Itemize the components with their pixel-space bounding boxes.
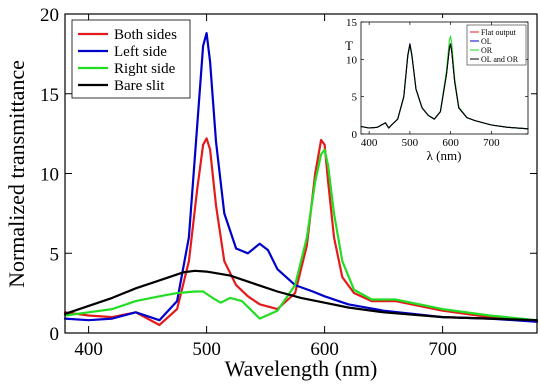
main-x-axis-label: Wavelength (nm) xyxy=(225,356,378,381)
inset-y-tick-label: 0 xyxy=(352,129,358,141)
main-legend: Both sides Left side Right side Bare sli… xyxy=(71,19,191,99)
inset-legend-label-flat-output: Flat output xyxy=(481,28,517,37)
legend-label-bare-slit: Bare slit xyxy=(114,78,165,94)
legend-label-right-side: Right side xyxy=(114,61,176,77)
inset-legend-label-ol: OL xyxy=(481,37,492,46)
inset-x-tick-label: 400 xyxy=(361,137,378,149)
inset-series-group xyxy=(360,35,529,130)
inset-x-tick-label: 600 xyxy=(442,137,459,149)
main-series-line-right-side xyxy=(63,148,539,322)
inset-legend-label-or: OR xyxy=(481,46,493,55)
main-y-tick-label: 20 xyxy=(40,5,59,26)
main-series-line-bare-slit xyxy=(63,269,539,322)
main-series-group xyxy=(63,32,539,327)
main-chart: 400 500 600 700 0 5 10 15 20 Wavelength (nm) Nor… xyxy=(4,5,539,381)
main-x-tick-label: 600 xyxy=(310,339,339,360)
main-series-line-both-sides xyxy=(63,137,539,327)
legend-label-both-sides: Both sides xyxy=(114,27,177,43)
inset-series-line-ol-and-or xyxy=(360,43,529,130)
inset-chart: 400 500 600 700 0 5 10 15 λ (nm) T Flat output … xyxy=(345,17,531,163)
main-x-tick-label: 400 xyxy=(74,339,103,360)
inset-y-tick-label: 10 xyxy=(346,54,358,66)
inset-x-axis-label: λ (nm) xyxy=(427,148,462,163)
main-x-tick-label: 700 xyxy=(428,339,457,360)
inset-legend: Flat output OL OR OL and OR xyxy=(466,24,527,66)
inset-y-tick-label: 15 xyxy=(346,17,358,29)
main-ticks-group: 400 500 600 700 0 5 10 15 20 xyxy=(40,5,537,360)
main-y-tick-label: 0 xyxy=(50,324,60,345)
main-y-axis-label: Normalized transmittance xyxy=(4,60,29,288)
main-y-tick-label: 15 xyxy=(40,85,59,106)
inset-ticks-group: 400 500 600 700 0 5 10 15 xyxy=(346,17,528,149)
main-series-line-left-side xyxy=(63,32,539,323)
main-y-tick-label: 10 xyxy=(40,165,59,186)
inset-plot-frame xyxy=(360,21,529,135)
main-y-tick-label: 5 xyxy=(50,244,60,265)
inset-y-axis-label: T xyxy=(345,38,353,53)
inset-legend-label-ol-and-or: OL and OR xyxy=(481,55,519,64)
legend-label-left-side: Left side xyxy=(114,44,167,60)
inset-x-tick-label: 500 xyxy=(402,137,419,149)
inset-x-tick-label: 700 xyxy=(483,137,500,149)
main-x-tick-label: 500 xyxy=(192,339,221,360)
inset-y-tick-label: 5 xyxy=(352,92,358,104)
